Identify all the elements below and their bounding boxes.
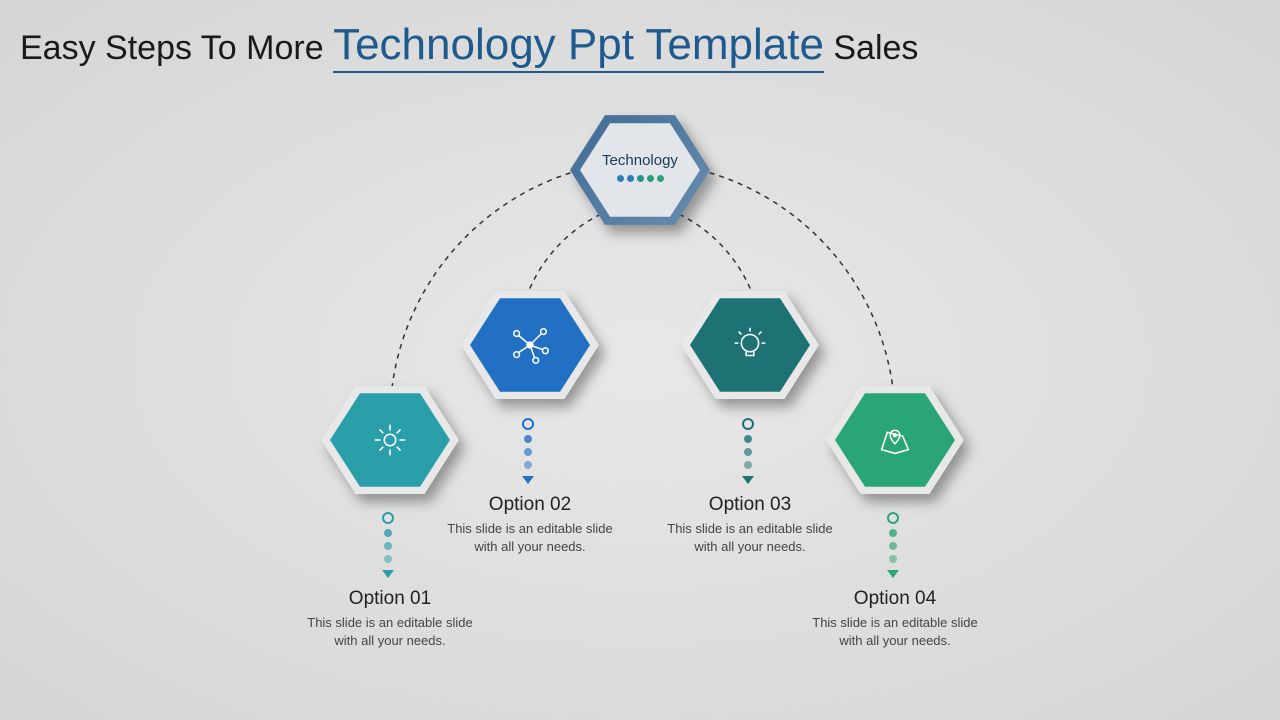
- option-hexagon: [826, 380, 964, 500]
- option-title: Option 04: [810, 588, 980, 610]
- gear-icon: [367, 417, 413, 463]
- option-text: Option 02 This slide is an editable slide…: [445, 494, 615, 555]
- network-icon: [507, 322, 553, 368]
- option-title: Option 02: [445, 494, 615, 516]
- option-hexagon: [681, 285, 819, 405]
- option-hexagon: [321, 380, 459, 500]
- center-hex-label: Technology: [580, 152, 700, 182]
- option-description: This slide is an editable slide with all…: [665, 520, 835, 555]
- option-description: This slide is an editable slide with all…: [445, 520, 615, 555]
- connector-dots: [522, 418, 534, 484]
- arc-connectors: [0, 0, 1280, 720]
- option-description: This slide is an editable slide with all…: [305, 614, 475, 649]
- map-pin-icon: [872, 417, 918, 463]
- option-text: Option 01 This slide is an editable slide…: [305, 588, 475, 649]
- option-description: This slide is an editable slide with all…: [810, 614, 980, 649]
- connector-dots: [382, 512, 394, 578]
- option-text: Option 04 This slide is an editable slide…: [810, 588, 980, 649]
- connector-dots: [742, 418, 754, 484]
- bulb-icon: [727, 322, 773, 368]
- option-text: Option 03 This slide is an editable slide…: [665, 494, 835, 555]
- option-hexagon: [461, 285, 599, 405]
- connector-dots: [887, 512, 899, 578]
- option-title: Option 03: [665, 494, 835, 516]
- option-title: Option 01: [305, 588, 475, 610]
